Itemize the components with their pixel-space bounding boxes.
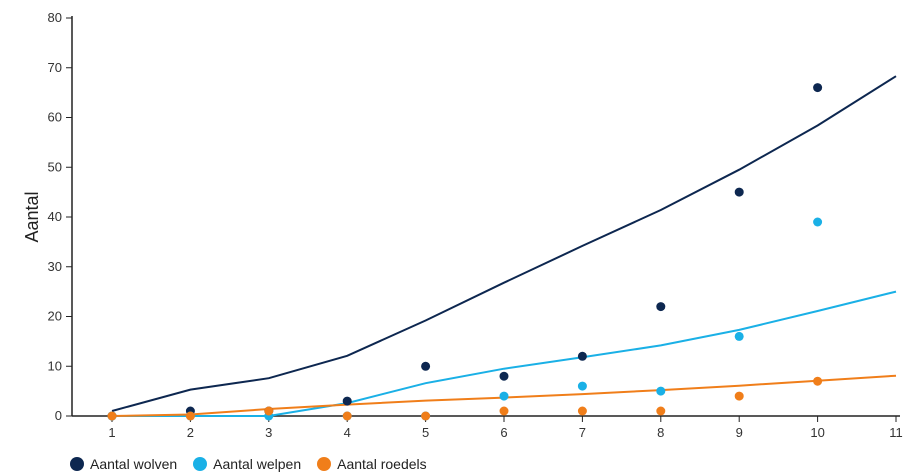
x-tick-label: 10: [810, 425, 824, 440]
data-point: [577, 381, 587, 391]
legend-label: Aantal wolven: [90, 455, 178, 472]
data-points: [107, 83, 823, 421]
y-tick-label: 0: [55, 408, 62, 423]
data-point: [813, 83, 823, 93]
data-point: [342, 411, 352, 421]
data-point: [421, 361, 431, 371]
data-point: [813, 376, 823, 386]
x-tick-label: 5: [422, 425, 429, 440]
data-point: [734, 187, 744, 197]
x-tick-label: 4: [344, 425, 351, 440]
x-tick-label: 9: [736, 425, 743, 440]
data-point: [421, 411, 431, 421]
data-point: [499, 406, 509, 416]
y-axis-title: Aantal: [22, 191, 42, 242]
trend-line-aantal-wolven: [111, 75, 897, 412]
data-point: [185, 411, 195, 421]
x-tick-label: 7: [579, 425, 586, 440]
legend-item-roedels: Aantal roedels: [317, 456, 427, 472]
y-tick-label: 50: [48, 159, 62, 174]
data-point: [342, 396, 352, 406]
x-tick-label: 2: [187, 425, 194, 440]
legend: Aantal wolven Aantal welpen Aantal roede…: [70, 455, 427, 472]
data-point: [499, 371, 509, 381]
data-point: [264, 406, 274, 416]
y-tick-label: 40: [48, 209, 62, 224]
legend-item-welpen: Aantal welpen: [193, 456, 301, 472]
data-point: [656, 302, 666, 312]
x-tick-label: 3: [265, 425, 272, 440]
x-tick-label: 11: [889, 425, 903, 440]
data-point: [813, 217, 823, 227]
x-tick-label: 1: [108, 425, 115, 440]
data-point: [734, 331, 744, 341]
trend-lines: [111, 75, 897, 417]
data-point: [577, 351, 587, 361]
legend-item-wolven: Aantal wolven: [70, 456, 177, 472]
y-tick-label: 70: [48, 60, 62, 75]
data-point: [734, 391, 744, 401]
data-point: [656, 386, 666, 396]
legend-dot-icon: [317, 456, 332, 471]
legend-dot-icon: [70, 456, 84, 471]
x-tick-label: 8: [657, 425, 664, 440]
legend-dot-icon: [193, 456, 208, 471]
y-tick-label: 80: [48, 10, 62, 25]
legend-label: Aantal welpen: [213, 455, 302, 472]
data-point: [499, 391, 509, 401]
trend-line-aantal-welpen: [112, 290, 897, 417]
data-point: [656, 406, 666, 416]
y-tick-label: 20: [48, 309, 62, 324]
x-tick-label: 6: [500, 425, 507, 440]
data-point: [577, 406, 587, 416]
axes: 0 10 20 30 40 50 60 70 80 1 2 3 4 5 6 7 8 9 10 11: [48, 10, 903, 440]
data-point: [107, 411, 117, 421]
y-tick-label: 10: [48, 358, 62, 373]
y-tick-label: 60: [48, 110, 62, 125]
legend-label: Aantal roedels: [337, 455, 427, 472]
y-tick-label: 30: [48, 259, 62, 274]
